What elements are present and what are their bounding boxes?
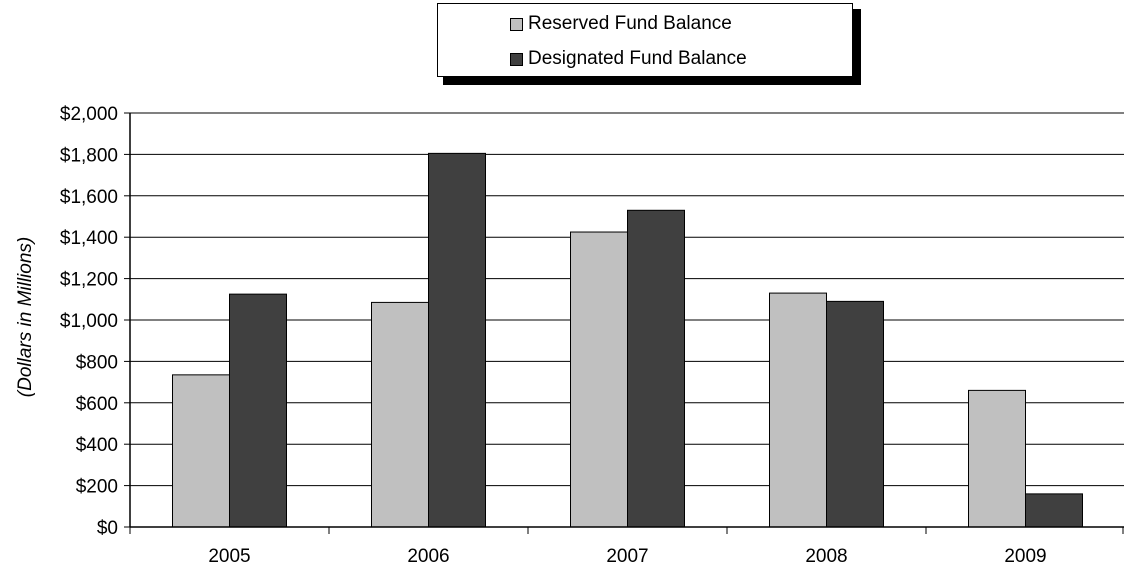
bar-reserved-2007: [571, 232, 628, 527]
y-tick-label: $1,800: [60, 145, 118, 166]
y-tick-label: $600: [76, 394, 118, 415]
bars: [173, 153, 1083, 527]
bar-designated-2007: [628, 210, 685, 527]
y-tick-label: $200: [76, 477, 118, 498]
y-tick-label: $1,200: [60, 270, 118, 291]
bar-designated-2008: [827, 301, 884, 527]
y-tick-label: $1,400: [60, 228, 118, 249]
bar-designated-2009: [1026, 494, 1083, 527]
x-tick-label: 2006: [407, 546, 449, 567]
bar-reserved-2009: [969, 390, 1026, 527]
y-tick-label: $400: [76, 435, 118, 456]
y-tick-label: $1,600: [60, 187, 118, 208]
y-tick-label: $1,000: [60, 311, 118, 332]
y-tick-label: $2,000: [60, 104, 118, 125]
bar-reserved-2008: [770, 293, 827, 527]
bar-designated-2005: [230, 294, 287, 527]
x-tick-label: 2007: [606, 546, 648, 567]
y-tick-label: $0: [97, 518, 118, 539]
y-axis-title: (Dollars in Millions): [15, 237, 36, 397]
bar-reserved-2005: [173, 375, 230, 527]
bar-designated-2006: [429, 153, 486, 527]
x-tick-label: 2008: [805, 546, 847, 567]
x-tick-label: 2009: [1004, 546, 1046, 567]
bar-reserved-2006: [372, 302, 429, 527]
y-tick-label: $800: [76, 352, 118, 373]
x-tick-label: 2005: [208, 546, 250, 567]
